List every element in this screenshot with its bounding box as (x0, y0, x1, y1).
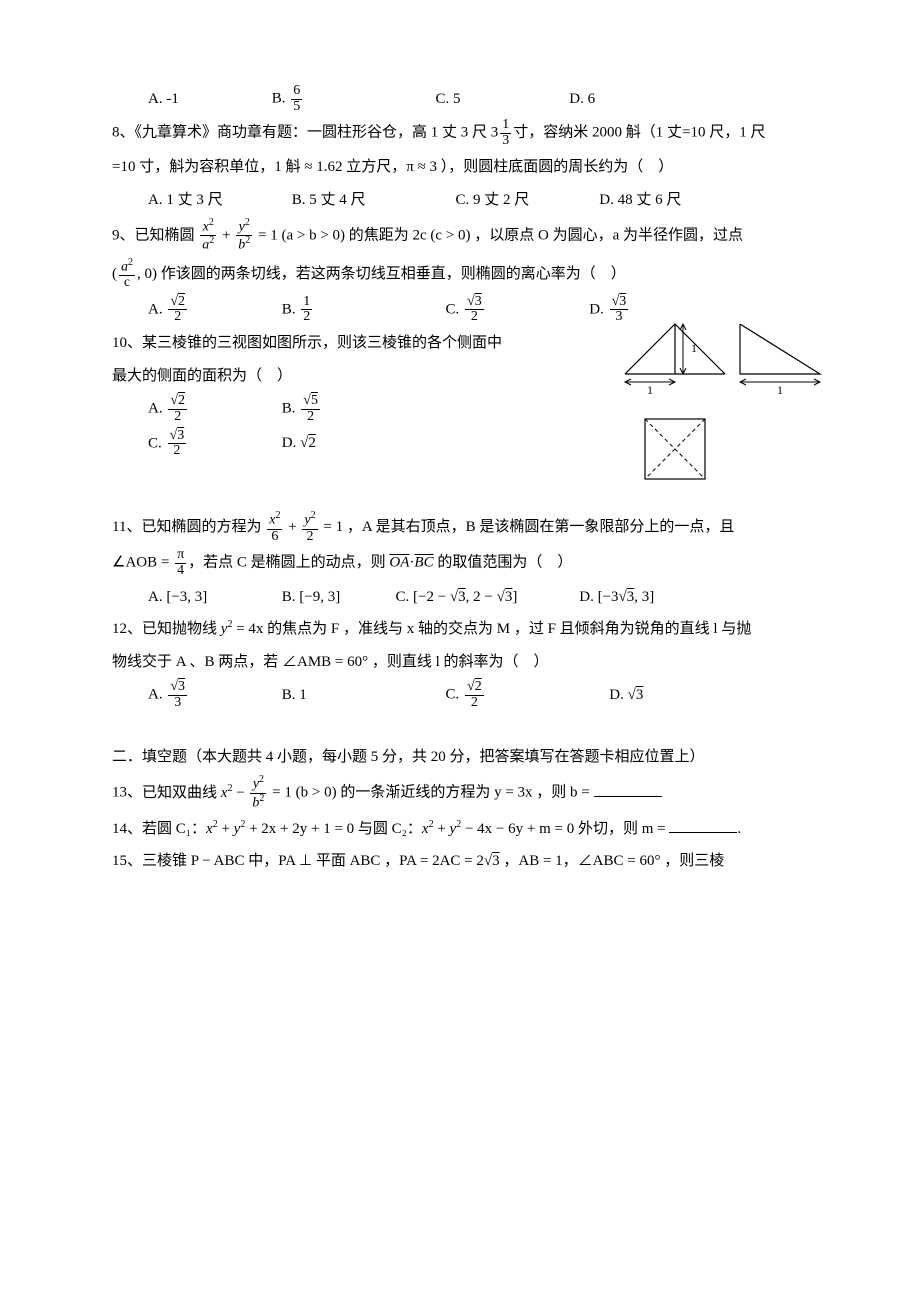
q9-eq3: a2c (117, 266, 137, 282)
side-dim1: 1 (777, 383, 783, 397)
q12-line1: 12、已知抛物线 y2 = 4x 的焦点为 F ，准线与 x 轴的交点为 M ，… (110, 615, 830, 644)
q14-blank (669, 817, 737, 833)
q9-num: 9、 (112, 227, 135, 243)
q8-opt-d: D. 48 丈 6 尺 (599, 186, 709, 215)
q10-opt-c: C. √32 (148, 429, 278, 459)
q8-opt-a: A. 1 丈 3 尺 (148, 186, 288, 215)
q8-line2: =10 寸，斛为容积单位，1 斛 ≈ 1.62 立方尺，π ≈ 3 ），则圆柱底… (110, 153, 830, 182)
q12-line2: 物线交于 A 、B 两点，若 ∠AMB = 60° ，则直线 l 的斜率为（ ） (110, 648, 830, 677)
q15-num: 15、 (112, 853, 142, 869)
q10-opt-b: B. √52 (282, 394, 382, 424)
q7-opt-b-val: 65 (289, 84, 304, 114)
three-view-svg: 1 1 正视图 1 左视图 俯视图 (620, 319, 830, 499)
q7-opt-c-val: 5 (453, 85, 461, 114)
q8-line1: 8、《九章算术》商功章有题：一圆柱形谷仓，高 1 丈 3 尺 313寸，容纳米 … (110, 118, 830, 148)
q12-opt-b: B. 1 (282, 681, 442, 710)
q9-opt-b: B. 12 (282, 295, 442, 325)
q11-opt-c: C. [−2 − √3, 2 − √3] (396, 583, 576, 612)
q10-block: 1 1 正视图 1 左视图 俯视图 (110, 329, 830, 507)
q9-line1: 9、已知椭圆 x2a2 + y2b2 = 1 (a > b > 0) 的焦距为 … (110, 218, 830, 254)
q10-num: 10、 (112, 335, 142, 351)
q11-line2: ∠AOB = π4，若点 C 是椭圆上的动点，则 OA·BC 的取值范围为（ ） (110, 548, 830, 578)
q10-diagram: 1 1 正视图 1 左视图 俯视图 (620, 319, 830, 499)
q11-opt-a: A. [−3, 3] (148, 583, 278, 612)
q14-line: 14、若圆 C₁：x2 + y2 + 2x + 2y + 1 = 0 与圆 C₂… (110, 815, 830, 844)
q11-opt-d: D. [−3√3, 3] (579, 583, 679, 612)
q7-opt-d-val: 6 (588, 85, 596, 114)
q8-num: 8、 (112, 125, 135, 141)
q15-line: 15、三棱锥 P − ABC 中，PA ⊥ 平面 ABC ，PA = 2AC =… (110, 847, 830, 876)
q7-opt-a: A. -1 (148, 85, 268, 114)
q8-text2: 寸，容纳米 2000 斛（1 丈=10 尺，1 尺 (513, 125, 765, 141)
q10-opt-d: D. √2 (282, 429, 362, 458)
q8-options: A. 1 丈 3 尺 B. 5 丈 4 尺 C. 9 丈 2 尺 D. 48 丈… (110, 185, 830, 214)
q7-opt-a-val: -1 (166, 85, 179, 114)
q10-opt-a: A. √22 (148, 394, 278, 424)
q8-opt-b: B. 5 丈 4 尺 (292, 186, 452, 215)
vec-oa: OA (389, 555, 409, 571)
q9-eq1: x2a2 (198, 227, 218, 243)
q12-opt-a: A. √33 (148, 680, 278, 710)
q7-options: A. -1 B. 65 C. 5 D. 6 (110, 84, 830, 114)
q13-num: 13、 (112, 785, 142, 801)
q12-options: A. √33 B. 1 C. √22 D. √3 (110, 680, 830, 710)
q11-options: A. [−3, 3] B. [−9, 3] C. [−2 − √3, 2 − √… (110, 583, 830, 612)
q11-opt-b: B. [−9, 3] (282, 583, 392, 612)
front-dim1: 1 (647, 383, 653, 397)
q8-text1: 《九章算术》商功章有题：一圆柱形谷仓，高 1 丈 3 尺 3 (135, 125, 499, 141)
q8-text3: =10 寸，斛为容积单位，1 斛 ≈ 1.62 立方尺，π ≈ 3 ），则圆柱底… (112, 159, 673, 175)
q12-opt-d: D. √3 (609, 681, 689, 710)
section2-title: 二．填空题（本大题共 4 小题，每小题 5 分，共 20 分，把答案填写在答题卡… (110, 743, 830, 772)
q12-num: 12、 (112, 621, 142, 637)
q9-eq2: y2b2 (234, 227, 254, 243)
q7-opt-b: B. 65 (272, 84, 432, 114)
q11-eq3: π4 (173, 555, 188, 571)
q7-opt-d: D. 6 (569, 85, 649, 114)
q9-opt-a: A. √22 (148, 295, 278, 325)
q9-opt-d: D. √33 (589, 295, 669, 325)
vec-bc: BC (414, 555, 433, 571)
q11-eq2: y22 (300, 519, 319, 535)
q9-opt-c: C. √32 (446, 295, 586, 325)
q13-line: 13、已知双曲线 x2 − y2b2 = 1 (b > 0) 的一条渐近线的方程… (110, 775, 830, 811)
q7-opt-c: C. 5 (436, 85, 566, 114)
q9-line2: (a2c, 0) 作该圆的两条切线，若这两条切线互相垂直，则椭圆的离心率为（ ） (110, 258, 830, 291)
q11-line1: 11、已知椭圆的方程为 x26 + y22 = 1 ，A 是其右顶点，B 是该椭… (110, 511, 830, 544)
q8-frac: 13 (498, 125, 513, 141)
q12-opt-c: C. √22 (446, 680, 606, 710)
q8-opt-c: C. 9 丈 2 尺 (456, 186, 596, 215)
q13-eq1: y2b2 (248, 785, 268, 801)
q13-blank (594, 781, 662, 797)
q11-eq1: x26 (265, 519, 284, 535)
front-dim-v: 1 (691, 341, 697, 355)
q11-num: 11、 (112, 519, 141, 535)
q14-num: 14、 (112, 821, 142, 837)
